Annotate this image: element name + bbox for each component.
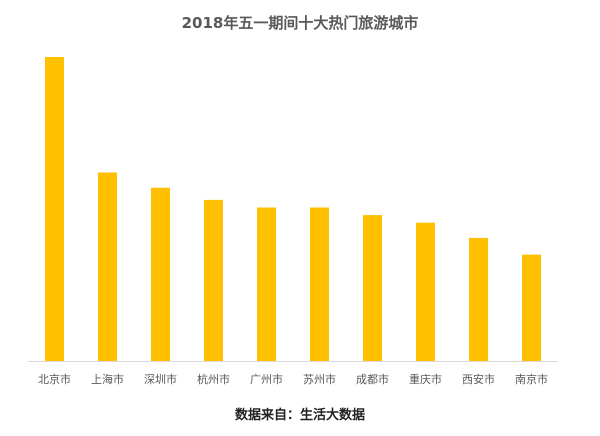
x-tick-label: 西安市 <box>462 372 495 386</box>
bar-9 <box>469 237 488 361</box>
source-note: 数据来自：生活大数据 <box>234 408 365 423</box>
x-tick-label: 南京市 <box>515 372 548 386</box>
bar-7 <box>363 215 382 361</box>
x-tick-label: 杭州市 <box>197 372 230 386</box>
bar-10 <box>522 254 541 361</box>
x-tick-label: 上海市 <box>91 372 124 386</box>
bar-2 <box>98 172 117 361</box>
x-tick-labels: 北京市 上海市 深圳市 杭州市 广州市 苏州市 成都市 重庆市 西安市 南京市 <box>38 372 548 386</box>
x-tick-label: 广州市 <box>250 372 283 386</box>
bar-4 <box>204 199 223 361</box>
x-tick-label: 北京市 <box>38 372 71 386</box>
bar-1 <box>45 57 64 361</box>
chart-title: 2018年五一期间十大热门旅游城市 <box>181 14 419 32</box>
bar-6 <box>310 207 329 361</box>
x-tick-label: 深圳市 <box>144 372 177 386</box>
bar-8 <box>416 222 435 361</box>
x-tick-label: 苏州市 <box>303 372 336 386</box>
x-tick-label: 重庆市 <box>409 372 442 386</box>
x-tick-label: 成都市 <box>356 372 389 386</box>
bar-3 <box>151 187 170 361</box>
bar-5 <box>257 207 276 361</box>
bars-group <box>45 57 541 361</box>
